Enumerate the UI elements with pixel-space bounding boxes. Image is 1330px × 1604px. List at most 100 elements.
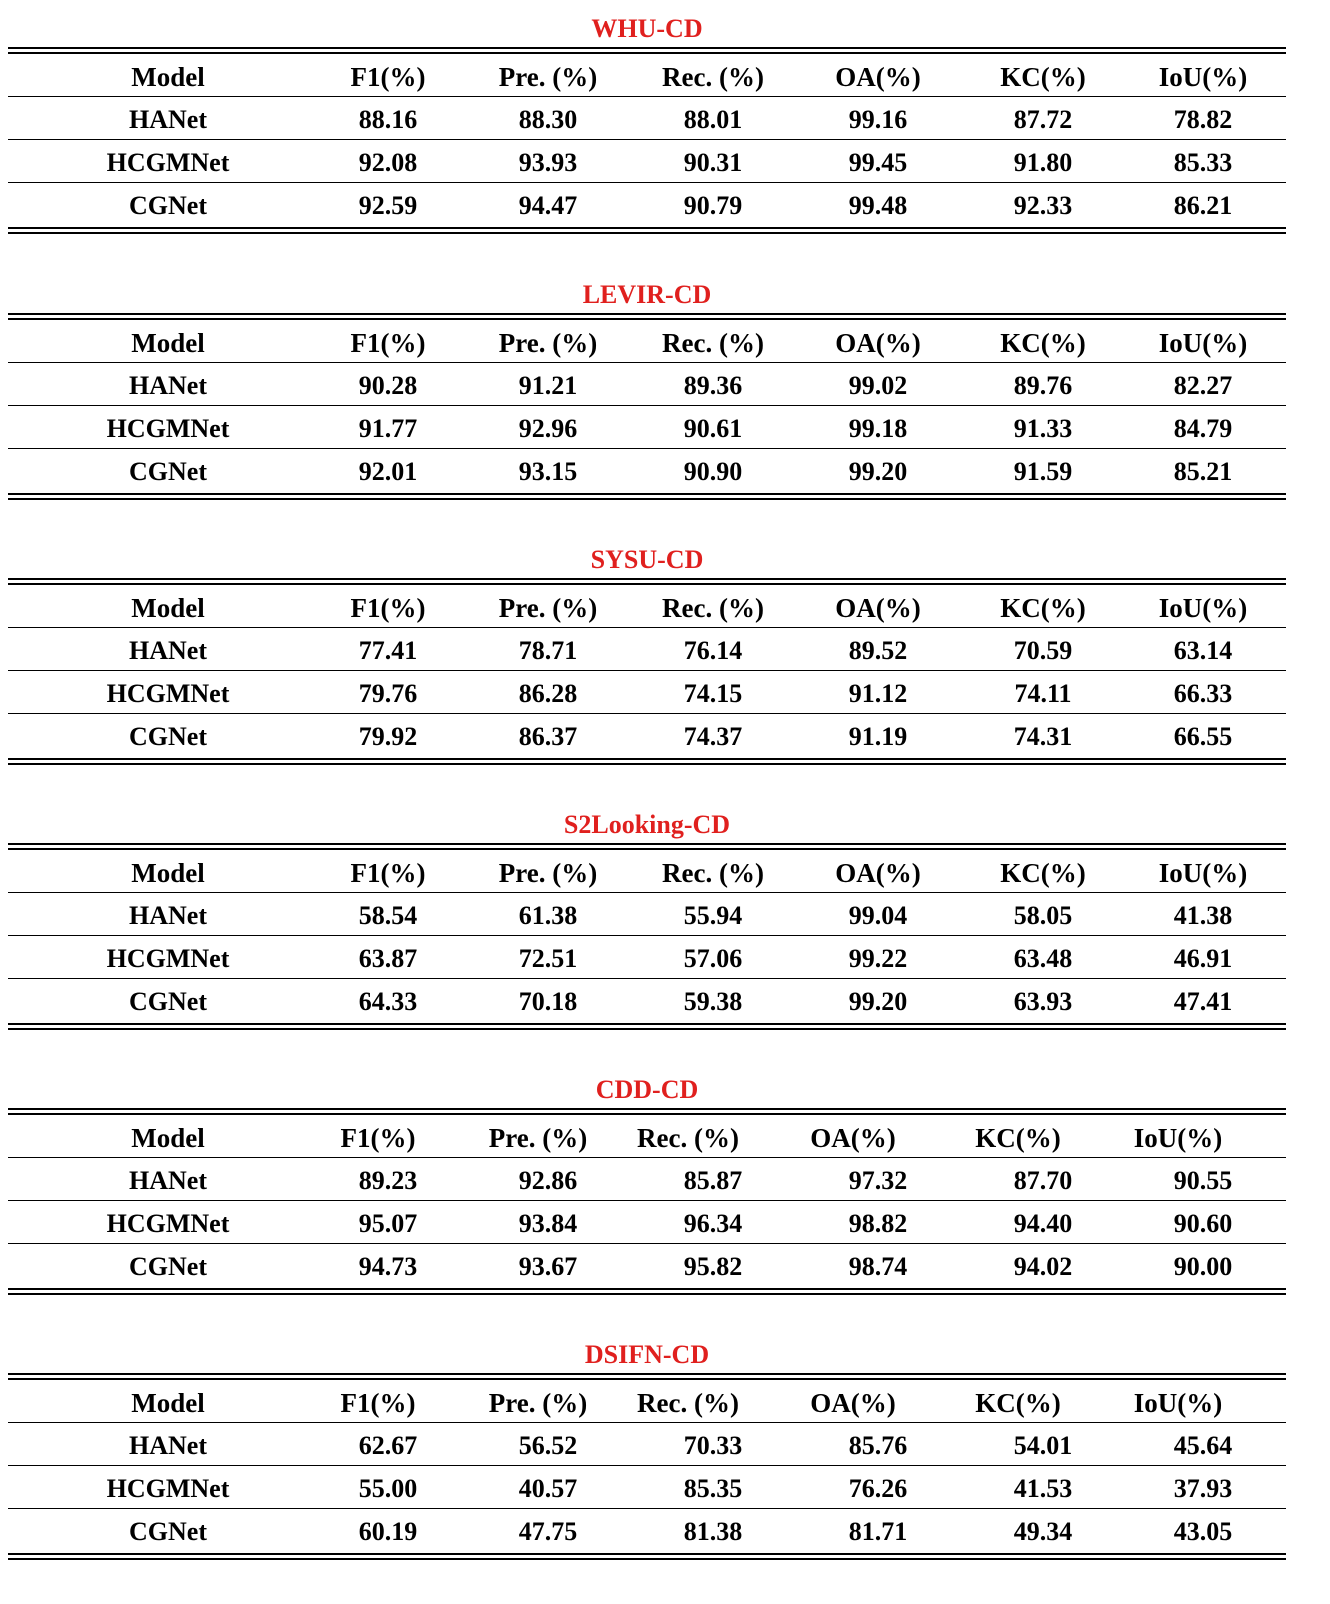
cell-iou: 82.27 — [1173, 371, 1233, 400]
cell-model: HCGMNet — [106, 679, 230, 708]
cell-kc: 91.80 — [1013, 148, 1073, 177]
cell-model: HANet — [129, 636, 207, 665]
header-kc: KC(%) — [1000, 328, 1086, 358]
table-row: HCGMNet 55.00 40.57 85.35 76.26 41.53 37… — [8, 1468, 1286, 1510]
cell-iou: 78.82 — [1173, 105, 1233, 134]
table-levir-cd: LEVIR-CD Model F1(%) Pre. (%) Rec. (%) O… — [8, 278, 1286, 500]
cell-oa: 89.52 — [848, 636, 908, 665]
header-f1: F1(%) — [350, 593, 426, 623]
header-rec: Rec. (%) — [662, 328, 764, 358]
cell-pre: 47.75 — [518, 1517, 578, 1546]
table-row: HANet 89.23 92.86 85.87 97.32 87.70 90.5… — [8, 1160, 1286, 1202]
header-model: Model — [131, 1388, 205, 1418]
table-row: HANet 58.54 61.38 55.94 99.04 58.05 41.3… — [8, 895, 1286, 937]
cell-oa: 99.48 — [848, 191, 908, 220]
header-row: Model F1(%) Pre. (%) Rec. (%) OA(%) KC(%… — [8, 1117, 1286, 1159]
cell-oa: 91.19 — [848, 722, 908, 751]
header-oa: OA(%) — [835, 593, 921, 623]
cell-kc: 54.01 — [1013, 1431, 1073, 1460]
cell-rec: 57.06 — [683, 944, 743, 973]
cell-iou: 43.05 — [1173, 1517, 1233, 1546]
cell-f1: 77.41 — [358, 636, 418, 665]
cell-iou: 90.00 — [1173, 1252, 1233, 1281]
header-rec: Rec. (%) — [637, 1388, 739, 1418]
cell-iou: 66.33 — [1173, 679, 1233, 708]
header-oa: OA(%) — [835, 858, 921, 888]
cell-iou: 46.91 — [1173, 944, 1233, 973]
cell-oa: 99.04 — [848, 901, 908, 930]
cell-oa: 98.82 — [848, 1209, 908, 1238]
cell-iou: 85.33 — [1173, 148, 1233, 177]
cell-f1: 95.07 — [358, 1209, 418, 1238]
cell-f1: 88.16 — [358, 105, 418, 134]
table-row: CGNet 94.73 93.67 95.82 98.74 94.02 90.0… — [8, 1246, 1286, 1288]
cell-pre: 92.86 — [518, 1166, 578, 1195]
cell-pre: 88.30 — [518, 105, 578, 134]
cell-model: HANet — [129, 105, 207, 134]
header-kc: KC(%) — [975, 1123, 1061, 1153]
table-title: SYSU-CD — [590, 545, 704, 574]
cell-f1: 79.92 — [358, 722, 418, 751]
header-iou: IoU(%) — [1133, 1123, 1223, 1153]
table-title: S2Looking-CD — [563, 810, 731, 839]
header-row: Model F1(%) Pre. (%) Rec. (%) OA(%) KC(%… — [8, 587, 1286, 629]
header-oa: OA(%) — [810, 1388, 896, 1418]
cell-model: HCGMNet — [106, 1209, 230, 1238]
header-f1: F1(%) — [350, 328, 426, 358]
header-row: Model F1(%) Pre. (%) Rec. (%) OA(%) KC(%… — [8, 852, 1286, 894]
cell-pre: 70.18 — [518, 987, 578, 1016]
cell-rec: 90.31 — [683, 148, 743, 177]
table-title: WHU-CD — [591, 14, 703, 43]
header-rec: Rec. (%) — [662, 858, 764, 888]
cell-kc: 41.53 — [1013, 1474, 1073, 1503]
cell-iou: 63.14 — [1173, 636, 1233, 665]
cell-kc: 58.05 — [1013, 901, 1073, 930]
cell-pre: 72.51 — [518, 944, 578, 973]
cell-model: HANet — [129, 371, 207, 400]
cell-f1: 91.77 — [358, 414, 418, 443]
cell-f1: 92.01 — [358, 457, 418, 486]
cell-model: HANet — [129, 901, 207, 930]
header-row: Model F1(%) Pre. (%) Rec. (%) OA(%) KC(%… — [8, 322, 1286, 364]
header-row: Model F1(%) Pre. (%) Rec. (%) OA(%) KC(%… — [8, 1382, 1286, 1424]
cell-iou: 90.55 — [1173, 1166, 1233, 1195]
cell-rec: 70.33 — [683, 1431, 743, 1460]
cell-f1: 58.54 — [358, 901, 418, 930]
header-pre: Pre. (%) — [498, 593, 598, 623]
table-row: HANet 62.67 56.52 70.33 85.76 54.01 45.6… — [8, 1425, 1286, 1467]
header-model: Model — [131, 62, 205, 92]
table-row: HANet 77.41 78.71 76.14 89.52 70.59 63.1… — [8, 630, 1286, 672]
cell-rec: 88.01 — [683, 105, 743, 134]
cell-iou: 47.41 — [1173, 987, 1233, 1016]
cell-pre: 93.84 — [518, 1209, 578, 1238]
cell-f1: 79.76 — [358, 679, 418, 708]
cell-oa: 99.02 — [848, 371, 908, 400]
cell-pre: 94.47 — [518, 191, 578, 220]
cell-model: CGNet — [129, 722, 207, 751]
cell-pre: 92.96 — [518, 414, 578, 443]
cell-model: CGNet — [129, 191, 207, 220]
header-oa: OA(%) — [835, 62, 921, 92]
cell-iou: 37.93 — [1173, 1474, 1233, 1503]
table-dsifn-cd: DSIFN-CD Model F1(%) Pre. (%) Rec. (%) O… — [8, 1338, 1286, 1560]
cell-pre: 86.28 — [518, 679, 578, 708]
header-oa: OA(%) — [835, 328, 921, 358]
cell-model: HANet — [129, 1166, 207, 1195]
cell-iou: 84.79 — [1173, 414, 1233, 443]
cell-kc: 74.11 — [1014, 679, 1072, 708]
header-rec: Rec. (%) — [662, 62, 764, 92]
header-pre: Pre. (%) — [498, 62, 598, 92]
cell-f1: 90.28 — [358, 371, 418, 400]
table-row: HANet 90.28 91.21 89.36 99.02 89.76 82.2… — [8, 365, 1286, 407]
table-row: HCGMNet 63.87 72.51 57.06 99.22 63.48 46… — [8, 938, 1286, 980]
cell-kc: 91.33 — [1013, 414, 1073, 443]
cell-model: HCGMNet — [106, 148, 230, 177]
cell-kc: 91.59 — [1013, 457, 1073, 486]
header-model: Model — [131, 328, 205, 358]
cell-pre: 91.21 — [518, 371, 578, 400]
cell-model: CGNet — [129, 1252, 207, 1281]
cell-f1: 92.08 — [358, 148, 418, 177]
cell-model: HCGMNet — [106, 414, 230, 443]
table-sysu-cd: SYSU-CD Model F1(%) Pre. (%) Rec. (%) OA… — [8, 543, 1286, 765]
header-pre: Pre. (%) — [498, 328, 598, 358]
